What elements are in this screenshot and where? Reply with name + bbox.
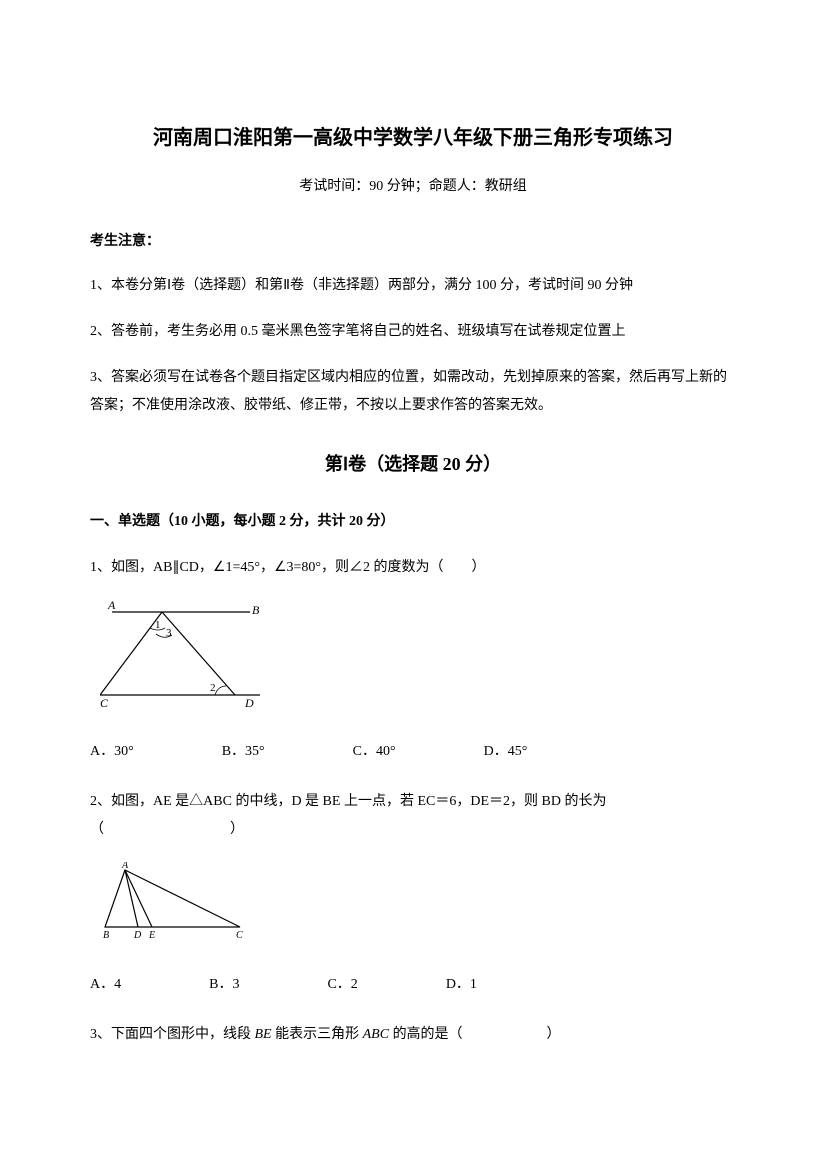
q3-part-3: ABC xyxy=(363,1027,389,1042)
page-subtitle: 考试时间：90 分钟；命题人：教研组 xyxy=(90,174,736,199)
label-B-q2: B xyxy=(103,930,109,941)
q1-option-b: B．35° xyxy=(222,739,265,764)
label-C-q2: C xyxy=(236,930,243,941)
label-A: A xyxy=(107,600,116,612)
question-1-text: 1、如图，AB∥CD，∠1=45°，∠3=80°，则∠2 的度数为（ ） xyxy=(90,554,736,582)
question-2-options: A．4 B．3 C．2 D．1 xyxy=(90,972,736,997)
label-E-q2: E xyxy=(148,930,155,941)
question-2-text: 2、如图，AE 是△ABC 的中线，D 是 BE 上一点，若 EC＝6，DE＝2… xyxy=(90,788,736,844)
label-angle-2: 2 xyxy=(210,682,216,694)
notice-header: 考生注意： xyxy=(90,229,736,254)
q2-option-a: A．4 xyxy=(90,972,121,997)
notice-item-2: 2、答卷前，考生务必用 0.5 毫米黑色签字笔将自己的姓名、班级填写在试卷规定位… xyxy=(90,318,736,346)
label-D: D xyxy=(244,696,254,710)
notice-item-3: 3、答案必须写在试卷各个题目指定区域内相应的位置，如需改动，先划掉原来的答案，然… xyxy=(90,364,736,420)
q3-part-0: 3、下面四个图形中，线段 xyxy=(90,1027,255,1042)
q3-part-2: 能表示三角形 xyxy=(272,1027,363,1042)
question-1-figure: A B C D 1 3 2 xyxy=(100,600,736,719)
q1-option-c: C．40° xyxy=(353,739,396,764)
subsection-header: 一、单选题（10 小题，每小题 2 分，共计 20 分） xyxy=(90,509,736,534)
label-B: B xyxy=(252,603,260,617)
label-A-q2: A xyxy=(121,862,129,871)
label-angle-1: 1 xyxy=(155,619,161,631)
question-1-options: A．30° B．35° C．40° D．45° xyxy=(90,739,736,764)
q2-option-d: D．1 xyxy=(446,972,477,997)
question-3-text: 3、下面四个图形中，线段 BE 能表示三角形 ABC 的高的是（ ） xyxy=(90,1021,736,1049)
question-2-figure: B D E C A xyxy=(100,862,736,951)
section-1-header: 第Ⅰ卷（选择题 20 分） xyxy=(90,448,736,480)
page-title: 河南周口淮阳第一高级中学数学八年级下册三角形专项练习 xyxy=(90,120,736,156)
label-D-q2: D xyxy=(133,930,142,941)
notice-item-1: 1、本卷分第Ⅰ卷（选择题）和第Ⅱ卷（非选择题）两部分，满分 100 分，考试时间… xyxy=(90,272,736,300)
q1-option-d: D．45° xyxy=(484,739,528,764)
label-C: C xyxy=(100,696,109,710)
q2-option-c: C．2 xyxy=(327,972,357,997)
q2-option-b: B．3 xyxy=(209,972,239,997)
q3-part-4: 的高的是（ ） xyxy=(389,1027,561,1042)
q3-part-1: BE xyxy=(255,1027,272,1042)
q1-option-a: A．30° xyxy=(90,739,134,764)
